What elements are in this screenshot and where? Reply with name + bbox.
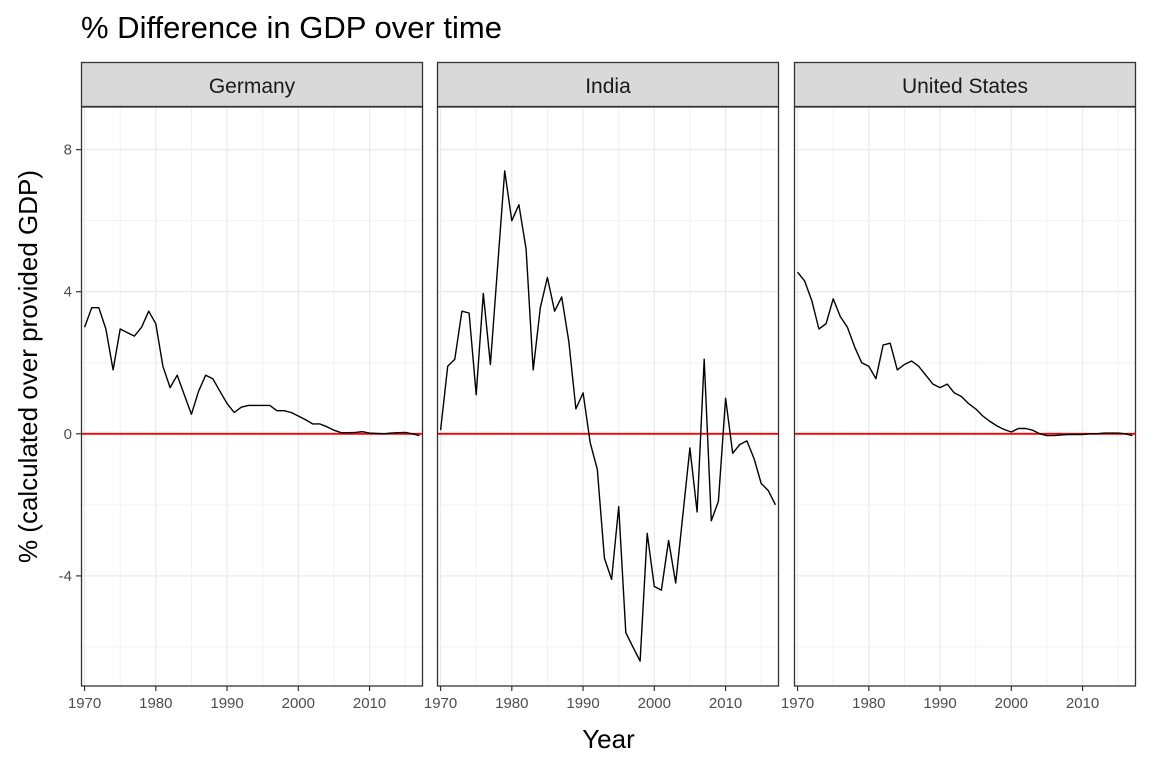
x-tick-label: 1970 xyxy=(424,695,457,712)
facet-strip xyxy=(793,61,1137,108)
x-tick-label: 1970 xyxy=(781,695,814,712)
x-tick-label: 2010 xyxy=(709,695,742,712)
series-line-india xyxy=(439,170,777,662)
y-tick-label: 0 xyxy=(64,426,72,443)
x-tick-label: 1980 xyxy=(139,695,172,712)
facet-strip xyxy=(80,61,424,108)
x-tick-label: 1990 xyxy=(210,695,243,712)
x-tick-label: 2000 xyxy=(995,695,1028,712)
x-tick-label: 1980 xyxy=(852,695,885,712)
x-tick-label: 2010 xyxy=(1066,695,1099,712)
y-tick-label: 4 xyxy=(64,284,72,301)
x-tick-label: 2000 xyxy=(638,695,671,712)
y-tick-label: -4 xyxy=(59,568,72,585)
panel-background xyxy=(437,107,779,686)
y-tick-label: 8 xyxy=(64,142,72,159)
panel-background xyxy=(81,107,423,686)
x-tick-label: 1990 xyxy=(566,695,599,712)
x-tick-label: 1990 xyxy=(923,695,956,712)
facet-label: India xyxy=(585,75,631,98)
x-tick-label: 1970 xyxy=(68,695,101,712)
series-line-germany xyxy=(83,307,420,437)
x-tick-label: 1980 xyxy=(495,695,528,712)
chart-title: % Difference in GDP over time xyxy=(81,10,502,45)
facet-label: Germany xyxy=(209,75,296,98)
y-axis-title: % (calculated over provided GDP) xyxy=(13,170,43,563)
panel-background xyxy=(794,107,1136,686)
x-tick-label: 2000 xyxy=(282,695,315,712)
facet-label: United States xyxy=(902,75,1028,98)
facet-strip xyxy=(436,61,780,108)
series-line-united-states xyxy=(797,271,1133,437)
x-tick-label: 2010 xyxy=(353,695,386,712)
x-axis-title: Year xyxy=(582,724,635,754)
